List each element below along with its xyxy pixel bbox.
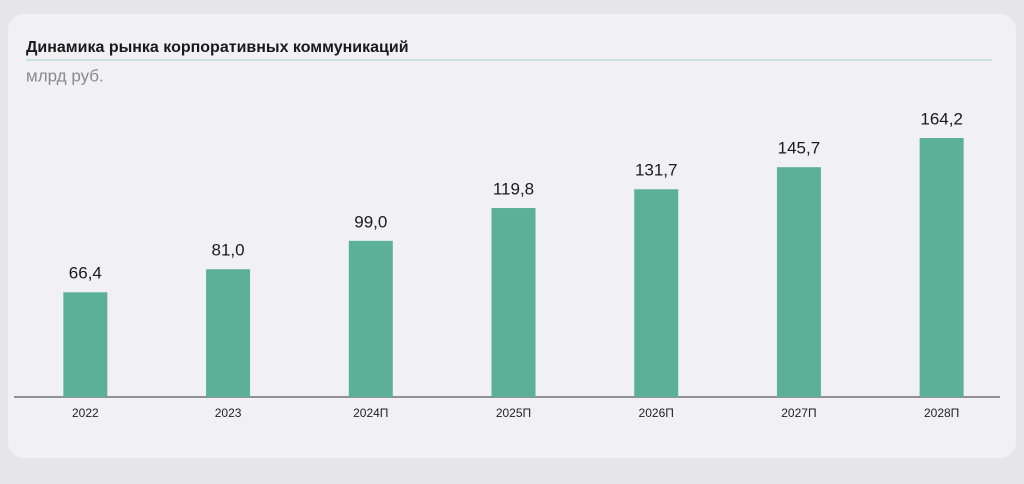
x-tick-label: 2023 [215,406,242,420]
bar [63,292,108,397]
bar [919,138,964,397]
value-label: 119,8 [493,180,534,199]
value-label: 66,4 [69,264,102,283]
x-tick-label: 2025П [496,406,531,420]
x-tick-label: 2026П [639,406,674,420]
x-tick-label: 2028П [924,406,959,420]
chart-title: Динамика рынка корпоративных коммуникаци… [26,39,409,56]
x-tick-label: 2027П [781,406,816,420]
bar [206,269,251,397]
value-label: 99,0 [354,212,387,231]
x-tick-label: 2022 [72,406,99,420]
value-label: 164,2 [920,109,963,128]
value-label: 81,0 [212,241,245,260]
bar [348,240,393,397]
value-label: 131,7 [635,161,678,180]
value-label: 145,7 [778,139,821,158]
chart-subtitle: млрд руб. [26,66,104,85]
bar [491,208,536,397]
bar [776,167,821,397]
bar [634,189,679,397]
x-tick-label: 2024П [353,406,388,420]
